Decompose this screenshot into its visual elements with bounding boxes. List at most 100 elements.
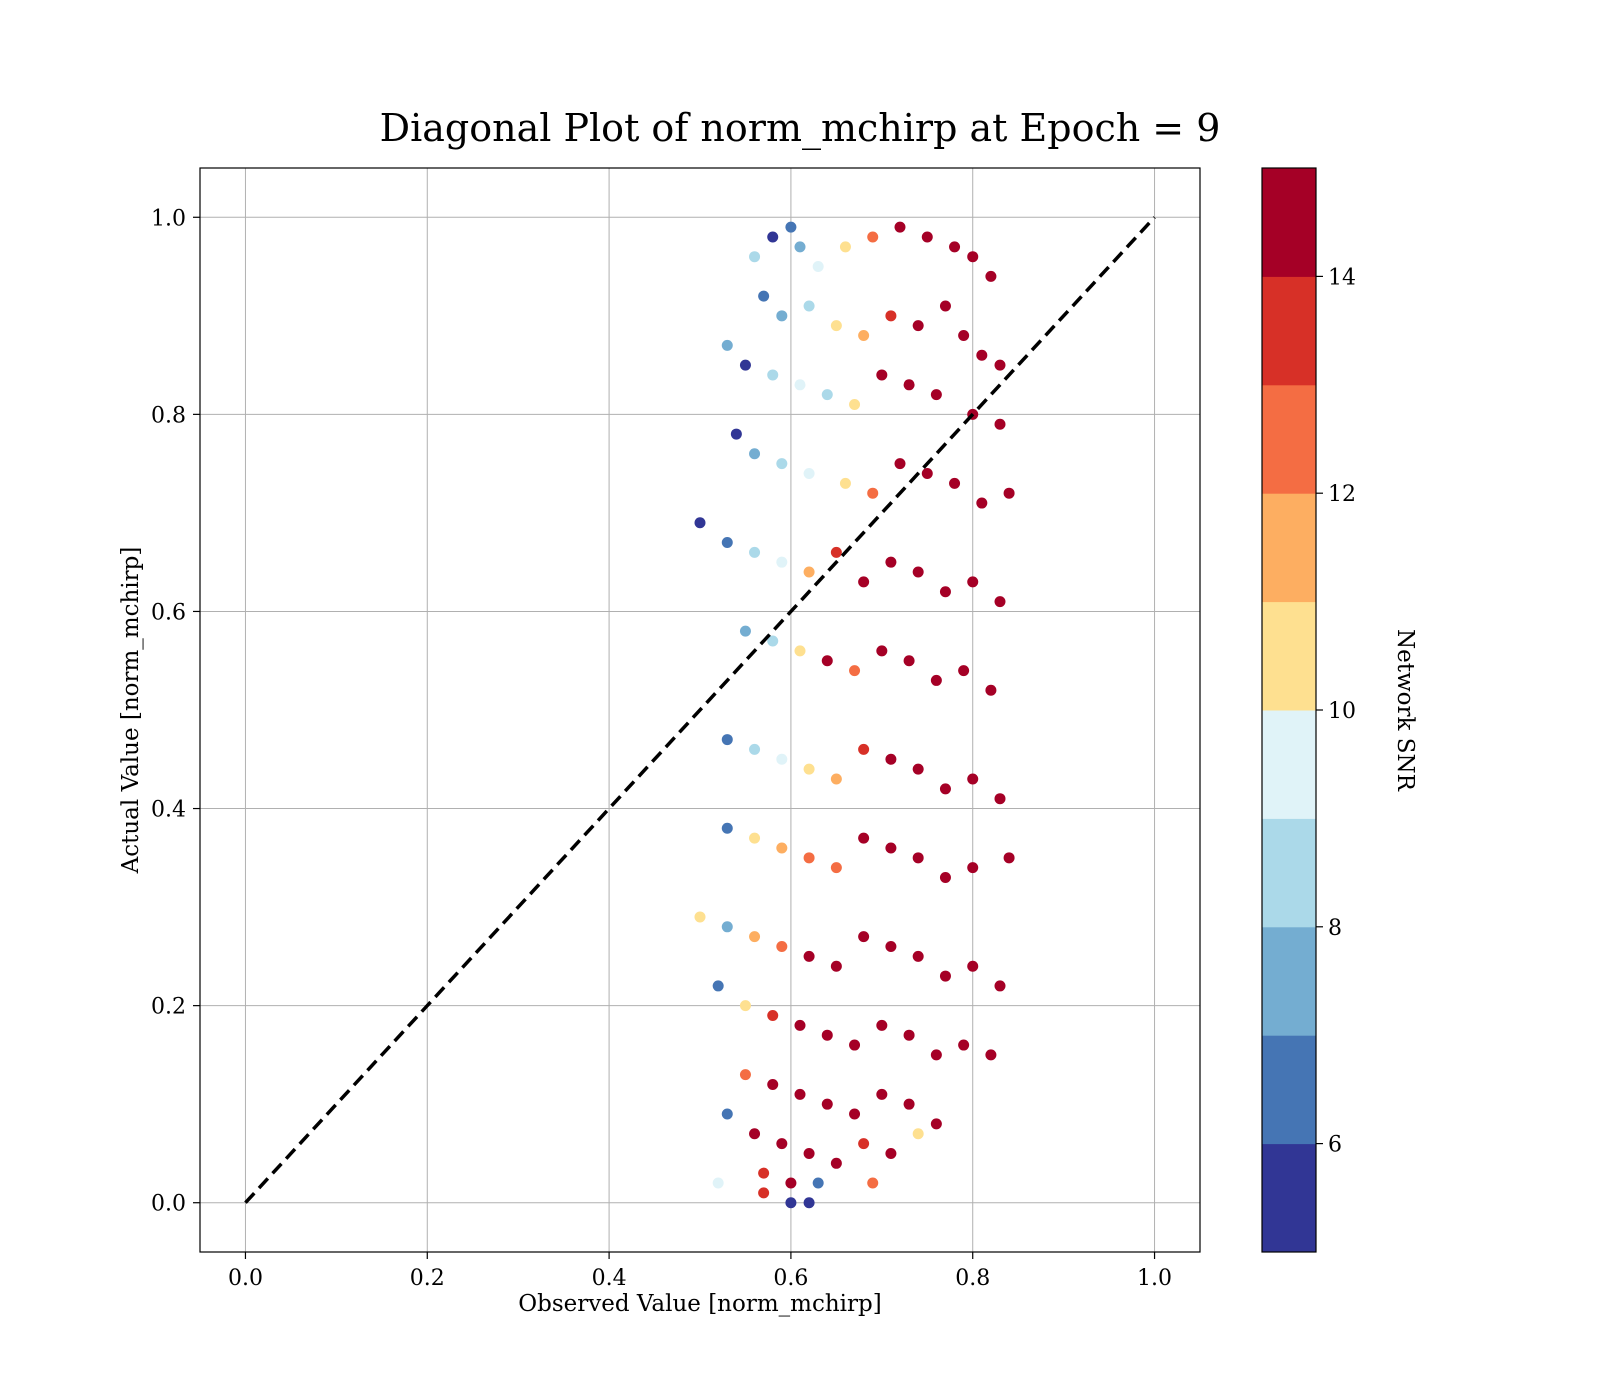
scatter-point (903, 655, 915, 667)
scatter-point (739, 359, 751, 371)
x-tick-label: 0.2 (410, 1266, 445, 1291)
scatter-point (994, 596, 1006, 608)
scatter-point (749, 931, 761, 943)
scatter-point (721, 536, 733, 548)
scatter-point (858, 1138, 870, 1150)
scatter-point (830, 960, 842, 972)
scatter-point (721, 822, 733, 834)
scatter-point (749, 448, 761, 460)
scatter-points (694, 221, 1015, 1209)
scatter-point (930, 1049, 942, 1061)
scatter-point (821, 389, 833, 401)
scatter-point (821, 655, 833, 667)
colorbar: 6 8 10 12 14 (1261, 167, 1356, 1253)
y-tick-label: 1.0 (151, 206, 186, 231)
scatter-point (803, 1147, 815, 1159)
scatter-point (1003, 487, 1015, 499)
x-tick-label: 0.8 (955, 1266, 990, 1291)
scatter-point (958, 665, 970, 677)
scatter-point (803, 1197, 815, 1209)
colorbar-tick-label: 10 (1328, 699, 1356, 724)
scatter-point (903, 1098, 915, 1110)
scatter-point (912, 1128, 924, 1140)
scatter-point (903, 1029, 915, 1041)
colorbar-segment (1262, 601, 1316, 711)
scatter-point (849, 665, 861, 677)
scatter-point (985, 1049, 997, 1061)
scatter-point (812, 261, 824, 273)
x-axis-label: Observed Value [norm_mchirp] (518, 1291, 881, 1317)
scatter-point (767, 635, 779, 647)
scatter-point (721, 734, 733, 746)
scatter-point (794, 645, 806, 657)
scatter-point (939, 872, 951, 884)
scatter-point (749, 832, 761, 844)
scatter-point (858, 931, 870, 943)
scatter-point (976, 497, 988, 509)
scatter-point (967, 862, 979, 874)
scatter-point (858, 832, 870, 844)
scatter-point (694, 911, 706, 923)
scatter-point (803, 566, 815, 578)
scatter-point (776, 941, 788, 953)
scatter-point (939, 300, 951, 312)
colorbar-label: Network SNR (1392, 629, 1418, 792)
scatter-point (939, 783, 951, 795)
scatter-point (912, 320, 924, 332)
scatter-point (849, 399, 861, 411)
colorbar-segment (1262, 276, 1316, 386)
scatter-point (839, 241, 851, 253)
scatter-point (767, 1078, 779, 1090)
scatter-point (930, 1118, 942, 1130)
scatter-point (876, 645, 888, 657)
scatter-point (867, 231, 879, 243)
colorbar-segment (1262, 710, 1316, 819)
scatter-point (985, 684, 997, 696)
scatter-point (758, 1167, 770, 1179)
scatter-point (967, 251, 979, 263)
scatter-point (858, 743, 870, 755)
scatter-point (930, 674, 942, 686)
scatter-point (803, 763, 815, 775)
scatter-point (876, 1088, 888, 1100)
scatter-point (849, 1039, 861, 1051)
reference-diagonal (244, 216, 1156, 1204)
scatter-point (849, 1108, 861, 1120)
scatter-point (949, 241, 961, 253)
scatter-point (994, 418, 1006, 430)
scatter-point (694, 517, 706, 529)
x-tick-label: 0.0 (228, 1266, 263, 1291)
scatter-point (976, 349, 988, 361)
colorbar-segment (1262, 926, 1316, 1036)
scatter-point (776, 556, 788, 568)
scatter-point (758, 290, 770, 302)
scatter-point (949, 477, 961, 489)
scatter-point (876, 1019, 888, 1031)
scatter-point (967, 773, 979, 785)
grid (200, 168, 1200, 1252)
scatter-point (776, 753, 788, 765)
scatter-point (921, 467, 933, 479)
colorbar-tick-label: 8 (1328, 916, 1342, 941)
y-tick-label: 0.4 (151, 798, 186, 823)
scatter-point (912, 763, 924, 775)
y-axis-label: Actual Value [norm_mchirp] (118, 547, 144, 875)
scatter-point (794, 379, 806, 391)
scatter-point (985, 270, 997, 282)
scatter-point (767, 369, 779, 381)
scatter-point (821, 1029, 833, 1041)
plot-area-frame (199, 167, 1201, 1253)
scatter-point (785, 221, 797, 233)
scatter-point (876, 369, 888, 381)
scatter-point (821, 1098, 833, 1110)
colorbar-segment (1262, 384, 1316, 494)
scatter-point (839, 477, 851, 489)
colorbar-tick-label: 14 (1328, 265, 1356, 290)
scatter-point (803, 950, 815, 962)
scatter-point (994, 980, 1006, 992)
y-tick-label: 0.2 (151, 995, 186, 1020)
scatter-point (712, 980, 724, 992)
colorbar-segment (1262, 493, 1316, 603)
scatter-point (776, 458, 788, 470)
y-tick-label: 0.8 (151, 403, 186, 428)
